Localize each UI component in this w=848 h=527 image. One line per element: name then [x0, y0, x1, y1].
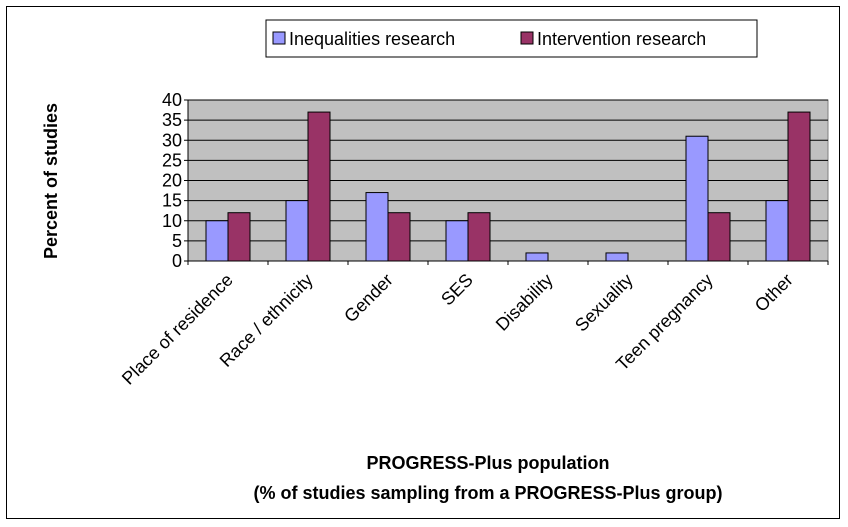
bar-inequalities — [605, 252, 629, 262]
y-tick-label: 35 — [162, 110, 182, 130]
y-axis-title: Percent of studies — [41, 103, 61, 259]
y-tick-label: 40 — [162, 90, 182, 110]
y-tick-label: 15 — [162, 191, 182, 211]
bar-inequalities — [525, 252, 549, 262]
x-tick-label: Place of residence — [118, 270, 237, 389]
x-axis-title: PROGRESS-Plus population — [366, 453, 609, 473]
x-tick-label: Disability — [492, 270, 557, 335]
chart-frame — [6, 6, 840, 519]
bar-inequalities — [365, 192, 389, 262]
bar-inequalities — [685, 135, 709, 262]
x-tick-label: SES — [437, 270, 477, 310]
bar-intervention — [387, 212, 411, 262]
bar-intervention — [307, 111, 331, 262]
y-tick-label: 10 — [162, 211, 182, 231]
legend-box — [265, 19, 758, 58]
x-tick-label: Sexuality — [571, 270, 637, 336]
y-tick-label: 5 — [172, 231, 182, 251]
bar-intervention — [227, 212, 251, 262]
y-tick-label: 30 — [162, 130, 182, 150]
bars — [205, 111, 811, 262]
y-tick-label: 0 — [172, 251, 182, 271]
x-tick-label: Other — [751, 270, 797, 316]
bar-inequalities — [205, 220, 229, 262]
bar-inequalities — [285, 200, 309, 262]
legend-label-intervention: Intervention research — [537, 29, 706, 49]
legend-swatch-intervention — [520, 31, 534, 45]
x-axis-subtitle: (% of studies sampling from a PROGRESS-P… — [253, 483, 722, 503]
bar-inequalities — [445, 220, 469, 262]
x-tick-label: Gender — [340, 270, 397, 327]
legend-label-inequalities: Inequalities research — [289, 29, 455, 49]
bar-intervention — [467, 212, 491, 262]
bar-intervention — [787, 111, 811, 262]
bar-inequalities — [765, 200, 789, 262]
legend: Inequalities research Intervention resea… — [265, 19, 758, 58]
y-tick-label: 20 — [162, 171, 182, 191]
legend-swatch-inequalities — [272, 31, 286, 45]
y-tick-label: 25 — [162, 150, 182, 170]
bar-intervention — [707, 212, 731, 262]
